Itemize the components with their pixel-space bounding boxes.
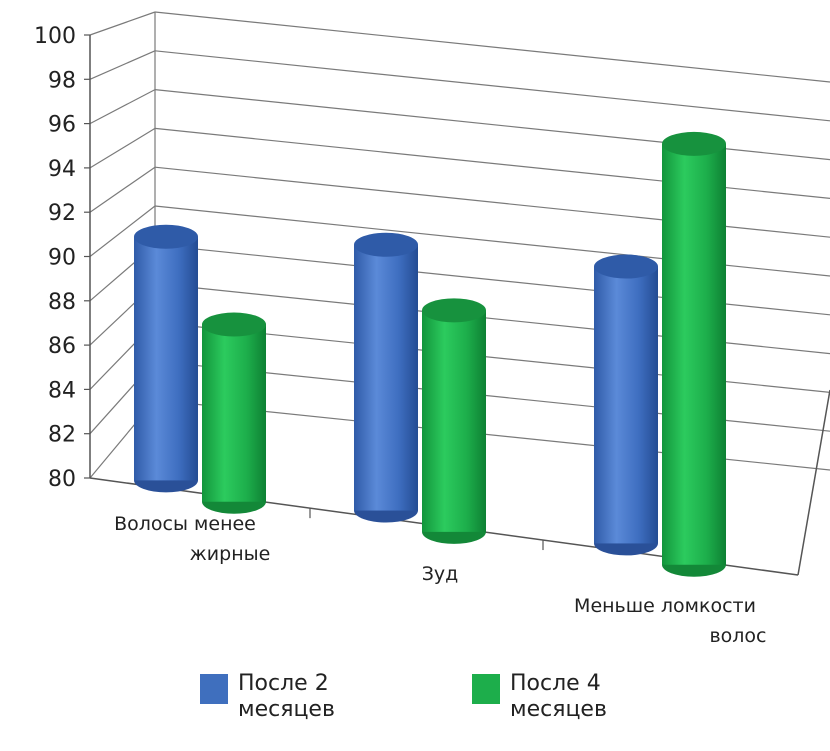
bar-top xyxy=(134,224,198,249)
bar xyxy=(354,232,418,523)
side-gridline xyxy=(89,11,156,36)
legend-label: После 4 xyxy=(510,671,601,696)
gridline xyxy=(154,166,830,238)
bar xyxy=(594,254,658,556)
bar-body xyxy=(662,143,726,565)
side-gridline xyxy=(89,89,156,125)
x-tick-label: Зуд xyxy=(422,563,459,585)
y-tick-label: 90 xyxy=(48,246,76,271)
legend-label: После 2 xyxy=(238,671,329,696)
bar-layer xyxy=(134,131,726,577)
side-gridline xyxy=(89,50,156,80)
bar-top xyxy=(422,298,486,323)
bar-top xyxy=(354,232,418,257)
side-gridline xyxy=(89,127,156,169)
side-gridline xyxy=(89,205,156,257)
y-tick-label: 88 xyxy=(48,290,76,315)
legend-label: месяцев xyxy=(510,697,607,722)
x-tick-label: жирные xyxy=(190,543,271,565)
legend-label: месяцев xyxy=(238,697,335,722)
y-tick-label: 100 xyxy=(34,24,76,49)
bar xyxy=(134,224,198,493)
y-tick-label: 92 xyxy=(48,201,76,226)
bar xyxy=(202,312,266,514)
gridline xyxy=(154,205,830,277)
y-tick-label: 94 xyxy=(48,157,76,182)
bar-body xyxy=(134,236,198,481)
gridline xyxy=(154,50,830,122)
bar-body xyxy=(354,244,418,511)
bar xyxy=(662,131,726,577)
gridline xyxy=(154,127,830,199)
y-tick-label: 86 xyxy=(48,334,76,359)
bar-top xyxy=(202,312,266,337)
bar-top xyxy=(662,131,726,156)
floor-right-edge xyxy=(797,389,830,576)
x-tick-label: Меньше ломкости xyxy=(574,595,756,617)
gridline xyxy=(154,244,830,316)
bar-body xyxy=(594,266,658,544)
y-tick-label: 96 xyxy=(48,113,76,138)
gridline xyxy=(154,11,830,83)
bar-body xyxy=(202,324,266,502)
side-gridline xyxy=(89,166,156,213)
legend-swatch xyxy=(200,674,228,704)
gridline xyxy=(154,89,830,161)
bar-top xyxy=(594,254,658,279)
y-tick-label: 80 xyxy=(48,467,76,492)
legend-swatch xyxy=(472,674,500,704)
bar-body xyxy=(422,310,486,532)
label-layer: 100 98 96 94 92 90 88 86 84 82 80 Волосы менее жирны… xyxy=(34,24,767,647)
bar xyxy=(422,298,486,544)
y-tick-label: 84 xyxy=(48,378,76,403)
y-tick-label: 98 xyxy=(48,68,76,93)
x-tick-label: Волосы менее xyxy=(114,513,256,535)
y-tick-label: 82 xyxy=(48,423,76,448)
x-tick-label: волос xyxy=(709,625,766,647)
